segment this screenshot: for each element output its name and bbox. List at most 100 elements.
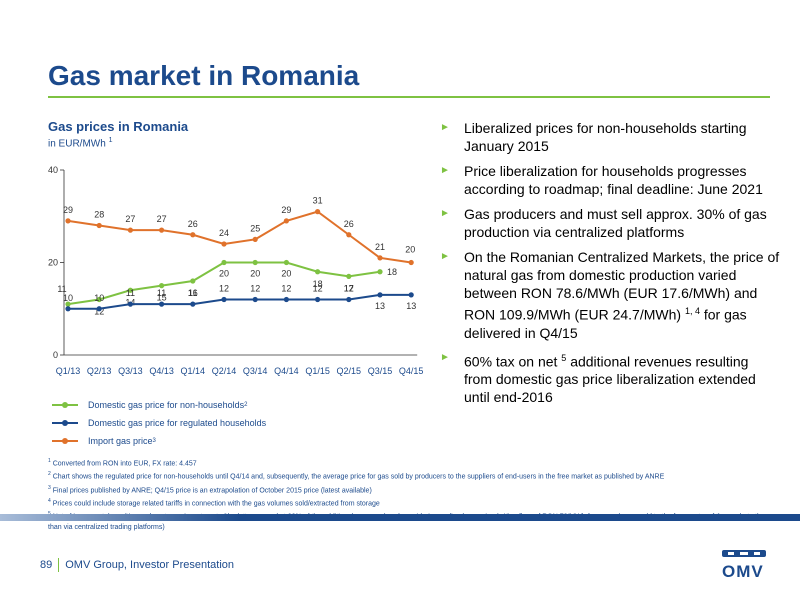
- data-label: 11: [188, 288, 197, 298]
- chart-title: Gas prices in Romania: [48, 119, 189, 134]
- legend-item: Import gas price 3: [52, 432, 266, 450]
- omv-logo-icon: [722, 550, 766, 557]
- data-point: [127, 287, 133, 293]
- footnotes: 1 Converted from RON into EUR, FX rate: …: [48, 456, 778, 533]
- data-point: [127, 227, 133, 233]
- data-label: 18: [313, 279, 323, 289]
- bullet-item: ► Liberalized prices for non-households s…: [440, 119, 780, 155]
- bullet-item: ► 60% tax on net 5 additional revenues re…: [440, 349, 780, 407]
- legend-swatch: [52, 402, 78, 408]
- data-label: 20: [219, 269, 229, 279]
- data-label: 12: [94, 307, 104, 317]
- series-line: [67, 210, 412, 264]
- bullet-item: ► Price liberalization for households pro…: [440, 162, 780, 198]
- footnote-number: 1: [48, 458, 51, 464]
- data-label: 12: [344, 284, 354, 294]
- data-point: [283, 218, 289, 224]
- legend-label: Import gas price: [88, 436, 153, 446]
- data-label: 11: [57, 284, 66, 294]
- x-tick-label: Q3/13: [118, 366, 143, 376]
- line-chart: 0 20 40 Q1/13 Q2/13 Q3/13 Q4/13 Q1/14 Q2/14 Q3/14…: [48, 165, 424, 376]
- bullet-item: ► On the Romanian Centralized Markets, th…: [440, 248, 780, 342]
- bullet-text: Gas producers and must sell approx. 30% …: [464, 206, 767, 240]
- legend-label: Domestic gas price for regulated househo…: [88, 418, 267, 428]
- data-point: [65, 306, 71, 312]
- data-point: [377, 269, 383, 275]
- legend-label: Domestic gas price for non-households: [88, 400, 245, 410]
- legend-swatch: [52, 420, 78, 426]
- data-label: 26: [344, 219, 354, 229]
- data-point: [159, 301, 165, 307]
- data-point: [346, 296, 352, 303]
- y-tick-label: 40: [48, 165, 58, 175]
- footnote: 4 Prices could include storage related t…: [48, 497, 380, 508]
- data-label: 12: [313, 284, 323, 294]
- data-point: [315, 296, 321, 303]
- data-label: 10: [94, 293, 104, 303]
- data-label: 20: [250, 269, 260, 279]
- bullet-text: 60% tax on net 5 additional revenues res…: [464, 352, 756, 406]
- page-title: Gas market in Romania: [48, 60, 360, 91]
- footer-separator: [58, 558, 60, 572]
- data-point: [408, 259, 414, 266]
- bullet-text: Price liberalization for households prog…: [464, 163, 763, 197]
- data-point: [190, 232, 196, 238]
- data-point: [96, 306, 102, 312]
- logo-text: OMV: [722, 562, 764, 581]
- data-label: 25: [250, 223, 260, 233]
- data-label: 12: [250, 284, 260, 294]
- x-tick-label: Q1/14: [181, 366, 206, 376]
- data-point: [221, 259, 227, 266]
- data-point: [252, 296, 258, 303]
- legend-swatch: [52, 438, 78, 444]
- page-number: 89: [40, 559, 53, 571]
- data-label: 17: [344, 283, 354, 293]
- data-label: 16: [188, 288, 198, 298]
- data-label: 27: [125, 214, 135, 224]
- legend-footnote: 2: [244, 402, 248, 408]
- data-point: [252, 259, 258, 266]
- data-point: [315, 269, 321, 275]
- footer: 89 OMV Group, Investor Presentation: [40, 558, 234, 572]
- data-point: [221, 241, 227, 247]
- data-point: [159, 227, 165, 233]
- footer-text: OMV Group, Investor Presentation: [65, 559, 234, 571]
- data-label: 11: [126, 288, 135, 298]
- data-label: 26: [188, 219, 198, 229]
- data-label: 20: [405, 245, 415, 255]
- legend-footnote: 3: [152, 438, 156, 444]
- bullet-arrow-icon: ►: [440, 351, 450, 363]
- bullet-text: On the Romanian Centralized Markets, the…: [464, 249, 780, 341]
- data-point: [377, 292, 383, 298]
- bullet-footnote-ref: 5: [561, 352, 567, 363]
- chart-subtitle-footnote: 1: [108, 137, 113, 144]
- chart-subtitle-text: in EUR/MWh: [48, 138, 106, 150]
- data-point: [159, 283, 165, 289]
- footnote-number: 3: [48, 484, 51, 491]
- data-point: [96, 222, 102, 229]
- data-point: [65, 301, 71, 307]
- data-label: 20: [281, 269, 291, 279]
- x-tick-label: Q4/15: [399, 366, 424, 376]
- bullet-footnote-ref: 1, 4: [684, 306, 700, 316]
- x-tick-label: Q1/15: [305, 366, 330, 376]
- y-tick-label: 0: [53, 350, 58, 360]
- bullet-arrow-icon: ►: [440, 251, 450, 262]
- data-point: [346, 232, 352, 238]
- x-tick-label: Q4/13: [149, 366, 174, 376]
- bullet-arrow-icon: ►: [440, 165, 450, 176]
- x-tick-label: Q1/13: [56, 366, 81, 376]
- data-label: 28: [94, 210, 104, 220]
- data-label: 29: [63, 205, 73, 215]
- data-point: [65, 218, 71, 224]
- legend-item: Domestic gas price for non-households 2: [52, 396, 266, 414]
- data-label: 11: [157, 288, 166, 298]
- x-tick-label: Q3/15: [368, 366, 393, 376]
- data-label: 21: [375, 242, 385, 252]
- chart-subtitle: in EUR/MWh 1: [48, 137, 112, 149]
- footer-band: [0, 514, 800, 521]
- bullet-arrow-icon: ►: [440, 208, 450, 219]
- x-tick-label: Q4/14: [274, 366, 299, 376]
- data-point: [96, 296, 102, 303]
